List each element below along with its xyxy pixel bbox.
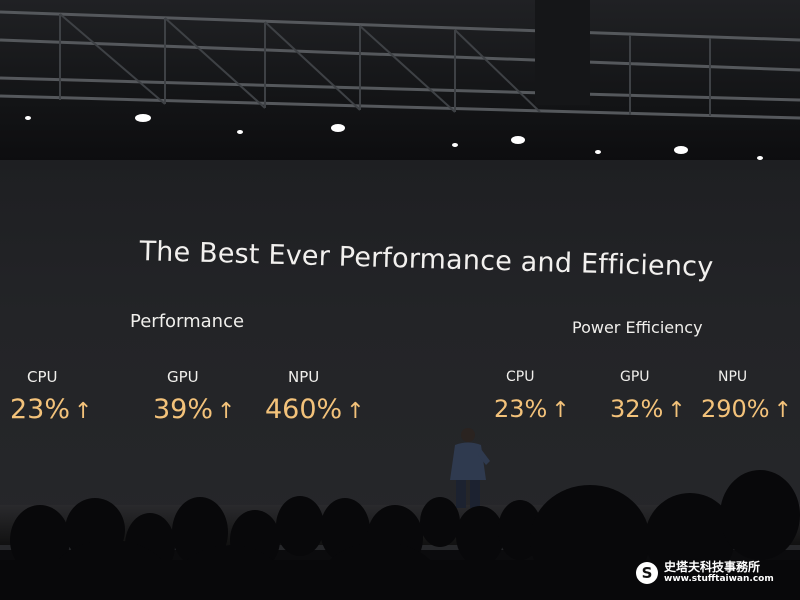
performance-label: Performance (130, 311, 245, 332)
power-efficiency-label: Power Efficiency (572, 318, 703, 337)
performance-cpu-value: 23% ↑ (10, 394, 93, 425)
efficiency-gpu-name: GPU (620, 369, 650, 385)
performance-gpu-name: GPU (167, 368, 199, 386)
efficiency-cpu-value: 23% ↑ (494, 395, 570, 423)
presentation-screen (0, 160, 800, 550)
up-arrow-icon: ↑ (74, 399, 93, 424)
efficiency-npu-name: NPU (718, 369, 748, 385)
lighting-truss (0, 0, 800, 160)
up-arrow-icon: ↑ (773, 398, 793, 423)
efficiency-npu-value: 290% ↑ (701, 395, 793, 423)
performance-cpu-name: CPU (27, 368, 58, 386)
performance-npu-name: NPU (288, 368, 320, 386)
watermark-name: 史塔夫科技事務所 (664, 560, 761, 574)
up-arrow-icon: ↑ (667, 398, 686, 423)
up-arrow-icon: ↑ (551, 398, 570, 423)
efficiency-gpu-value: 32% ↑ (610, 395, 686, 423)
up-arrow-icon: ↑ (346, 399, 365, 424)
logo-icon: S (636, 562, 658, 584)
watermark: S 史塔夫科技事務所 www.stufftaiwan.com (636, 560, 774, 586)
watermark-url: www.stufftaiwan.com (664, 574, 774, 584)
performance-npu-value: 460% ↑ (265, 394, 365, 425)
stage-ceiling (0, 0, 800, 170)
efficiency-cpu-name: CPU (506, 369, 535, 385)
performance-gpu-value: 39% ↑ (153, 394, 236, 425)
up-arrow-icon: ↑ (217, 399, 236, 424)
audience-silhouettes (0, 470, 800, 600)
presenter-figure (450, 428, 490, 508)
